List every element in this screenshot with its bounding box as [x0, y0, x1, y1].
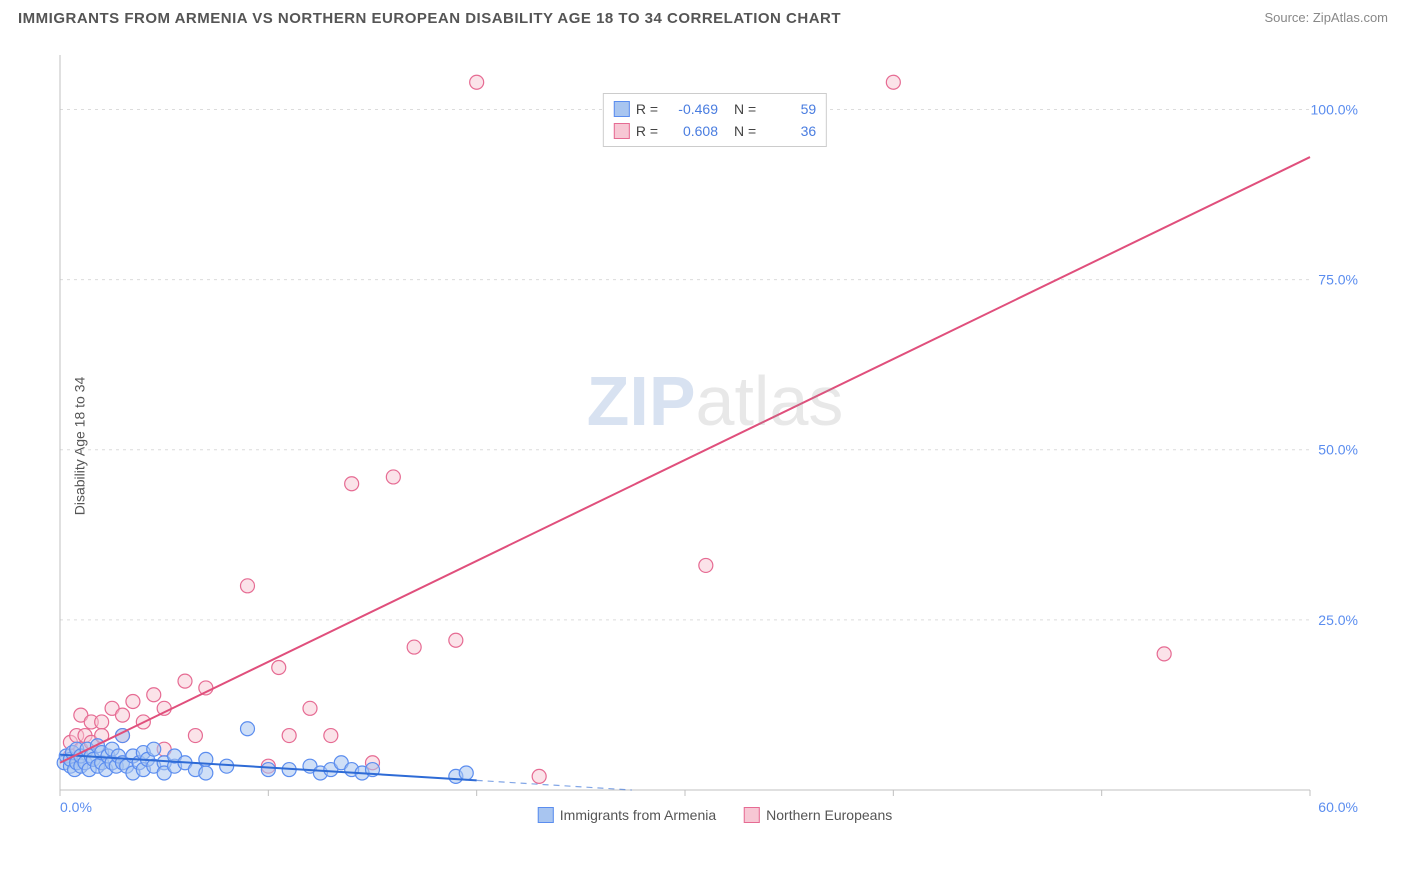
legend-item-pink: Northern Europeans — [744, 807, 892, 823]
legend-swatch-pink-icon — [614, 123, 630, 139]
svg-text:100.0%: 100.0% — [1311, 101, 1358, 117]
legend-n-label: N = — [734, 120, 756, 142]
legend-label-pink: Northern Europeans — [766, 807, 892, 823]
legend-n-value-pink: 36 — [766, 120, 816, 142]
legend-swatch-blue-icon — [614, 101, 630, 117]
svg-text:50.0%: 50.0% — [1318, 442, 1358, 458]
legend-n-value-blue: 59 — [766, 98, 816, 120]
legend-swatch-blue-icon — [538, 807, 554, 823]
legend-stats-row-pink: R = 0.608 N = 36 — [614, 120, 816, 142]
legend-r-value-blue: -0.469 — [668, 98, 718, 120]
legend-series: Immigrants from Armenia Northern Europea… — [538, 807, 892, 823]
legend-item-blue: Immigrants from Armenia — [538, 807, 716, 823]
legend-stats: R = -0.469 N = 59 R = 0.608 N = 36 — [603, 93, 827, 147]
svg-text:75.0%: 75.0% — [1318, 272, 1358, 288]
legend-swatch-pink-icon — [744, 807, 760, 823]
legend-r-label: R = — [636, 98, 658, 120]
source-label: Source: ZipAtlas.com — [1264, 10, 1388, 25]
legend-stats-row-blue: R = -0.469 N = 59 — [614, 98, 816, 120]
legend-label-blue: Immigrants from Armenia — [560, 807, 716, 823]
svg-text:60.0%: 60.0% — [1318, 799, 1358, 815]
legend-r-value-pink: 0.608 — [668, 120, 718, 142]
chart-title: IMMIGRANTS FROM ARMENIA VS NORTHERN EURO… — [18, 10, 841, 27]
scatter-chart: 25.0% 50.0% 75.0% 100.0% 0.0% 60.0% — [50, 45, 1380, 835]
svg-text:25.0%: 25.0% — [1318, 612, 1358, 628]
legend-n-label: N = — [734, 98, 756, 120]
svg-text:0.0%: 0.0% — [60, 799, 92, 815]
chart-area: 25.0% 50.0% 75.0% 100.0% 0.0% 60.0% R = -0.46… — [50, 45, 1380, 835]
legend-r-label: R = — [636, 120, 658, 142]
